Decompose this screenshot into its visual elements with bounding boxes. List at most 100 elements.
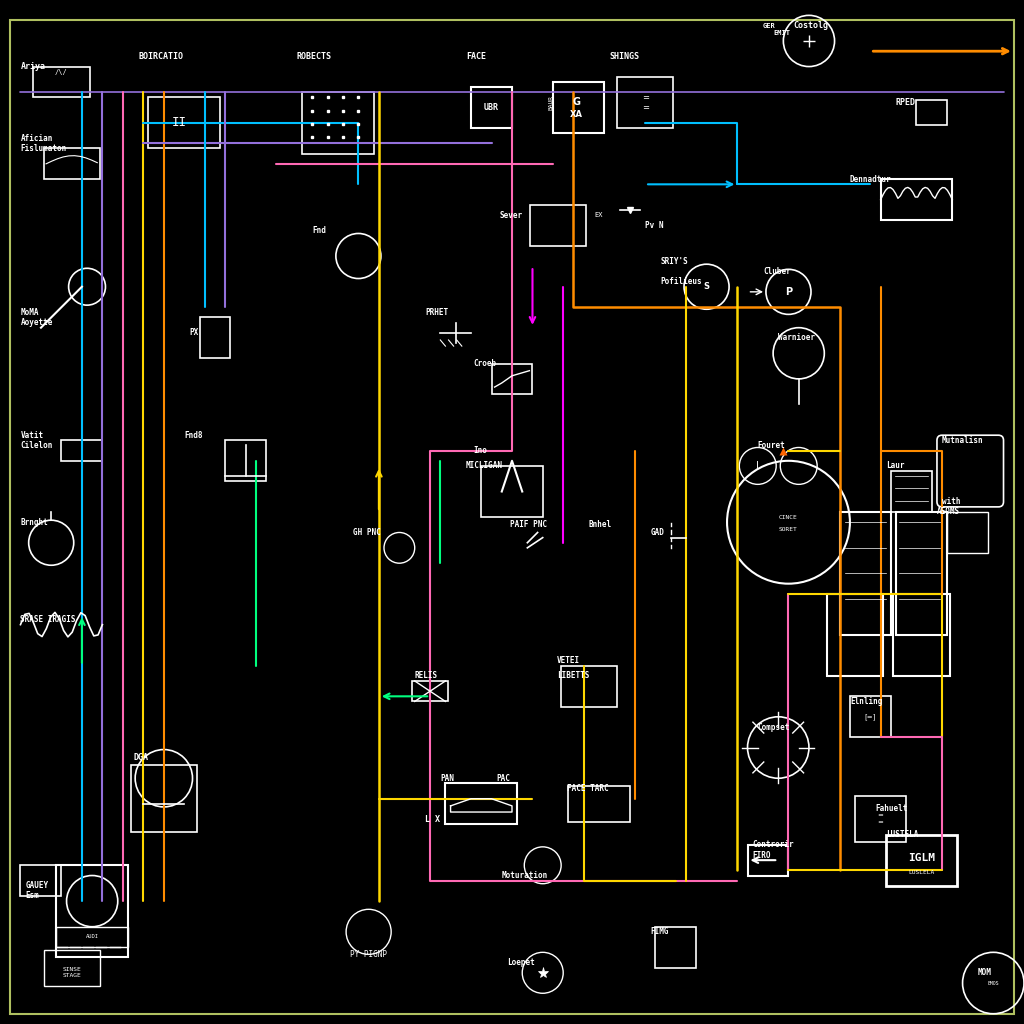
Text: UBR: UBR	[484, 103, 499, 112]
Text: LUSLELA: LUSLELA	[908, 870, 935, 874]
Bar	[840, 512, 891, 635]
Text: Controrir: Controrir	[753, 841, 795, 849]
Text: SRASE IRAGIS: SRASE IRAGIS	[20, 615, 76, 624]
Text: MoMA: MoMA	[20, 308, 39, 316]
Text: GAD: GAD	[650, 528, 665, 537]
Text: BAUR: BAUR	[549, 95, 553, 110]
Text: SORET: SORET	[779, 527, 798, 531]
Text: Pv N: Pv N	[645, 221, 664, 229]
Bar	[200, 317, 230, 358]
Text: Brnght: Brnght	[20, 518, 48, 526]
Bar	[616, 77, 674, 128]
Text: Pofilieus: Pofilieus	[660, 278, 702, 286]
Text: GH PNC: GH PNC	[353, 528, 381, 537]
Text: P: P	[785, 287, 792, 297]
Text: VETEI: VETEI	[557, 656, 581, 665]
Bar	[916, 99, 947, 125]
Bar	[827, 594, 883, 676]
Text: EX: EX	[595, 212, 603, 218]
Text: Bnhel: Bnhel	[589, 520, 612, 528]
Bar	[655, 927, 696, 968]
Text: LUSTELA: LUSTELA	[886, 830, 919, 839]
Bar	[412, 681, 449, 701]
Bar	[131, 766, 197, 831]
Text: Fahuelt: Fahuelt	[876, 805, 908, 813]
Text: L X: L X	[425, 815, 440, 823]
Text: EMOS: EMOS	[987, 981, 999, 985]
Bar	[56, 865, 128, 957]
Bar	[947, 512, 988, 553]
Text: Cluber: Cluber	[763, 267, 791, 275]
Bar	[553, 82, 604, 133]
Bar	[886, 835, 957, 886]
Text: Fouret: Fouret	[758, 441, 785, 450]
Text: [=]: [=]	[864, 714, 877, 720]
Bar	[896, 512, 947, 635]
Text: S: S	[703, 283, 710, 291]
Text: PAIF PNC: PAIF PNC	[510, 520, 547, 528]
Text: SRIY'S: SRIY'S	[660, 257, 688, 265]
Text: SINSE
STAGE: SINSE STAGE	[62, 968, 81, 978]
Text: Laur: Laur	[886, 462, 904, 470]
Text: PY PIGNP: PY PIGNP	[350, 950, 387, 958]
Text: Ino: Ino	[473, 446, 487, 455]
Text: LIBETTS: LIBETTS	[557, 672, 590, 680]
Text: FACE TARC: FACE TARC	[567, 784, 609, 793]
Text: Loepet: Loepet	[507, 958, 535, 967]
Text: Compset: Compset	[758, 723, 791, 731]
Bar	[148, 97, 220, 148]
Text: CINCE: CINCE	[779, 515, 798, 519]
Text: PAC: PAC	[497, 774, 511, 782]
Bar	[748, 845, 788, 876]
Text: II: II	[172, 117, 186, 129]
Text: AUDI: AUDI	[86, 935, 98, 939]
Bar	[20, 865, 61, 896]
Text: PRHET: PRHET	[425, 308, 449, 316]
Text: PAN: PAN	[440, 774, 455, 782]
Text: PX: PX	[189, 329, 199, 337]
Bar	[855, 797, 906, 842]
Text: GER: GER	[763, 23, 775, 29]
Text: Croeb: Croeb	[473, 359, 497, 368]
Text: FIRO: FIRO	[753, 851, 771, 859]
Text: Mutnalisn: Mutnalisn	[942, 436, 984, 444]
Bar	[44, 950, 100, 985]
Text: Costolg: Costolg	[794, 22, 828, 30]
Text: Cilelon: Cilelon	[20, 441, 53, 450]
Text: FIMG: FIMG	[650, 928, 669, 936]
Text: /\/: /\/	[55, 69, 68, 75]
Bar	[481, 466, 543, 517]
Bar	[893, 594, 950, 676]
Bar	[302, 92, 374, 154]
Bar	[492, 364, 532, 394]
Text: RELIS: RELIS	[415, 672, 438, 680]
Text: Warnioer: Warnioer	[778, 334, 815, 342]
Bar	[530, 205, 587, 246]
Bar	[881, 179, 952, 220]
Bar	[891, 471, 932, 512]
Text: Esm: Esm	[26, 892, 40, 900]
Text: Dennadtur: Dennadtur	[850, 175, 892, 183]
Text: Ariya: Ariya	[20, 62, 45, 71]
Bar	[44, 148, 100, 179]
Text: Fislumaton: Fislumaton	[20, 144, 67, 153]
Text: Fnd8: Fnd8	[184, 431, 203, 439]
Text: G: G	[572, 97, 581, 108]
Text: XA: XA	[570, 111, 583, 119]
Text: I: I	[757, 461, 759, 471]
Text: IGLM: IGLM	[908, 853, 935, 863]
Text: BOIRCATIO: BOIRCATIO	[138, 52, 183, 60]
Text: GAUEY: GAUEY	[26, 882, 49, 890]
Bar	[225, 440, 266, 481]
Text: Afician: Afician	[20, 134, 53, 142]
Text: Elnling: Elnling	[850, 697, 883, 706]
Bar	[445, 783, 517, 824]
Text: RPED: RPED	[896, 98, 916, 106]
Text: FACE: FACE	[466, 52, 486, 60]
Text: ROBECTS: ROBECTS	[297, 52, 332, 60]
Bar	[56, 927, 128, 947]
Bar	[568, 786, 630, 821]
Text: Aoyette: Aoyette	[20, 318, 53, 327]
Text: MOM: MOM	[978, 969, 992, 977]
Bar	[850, 696, 891, 737]
